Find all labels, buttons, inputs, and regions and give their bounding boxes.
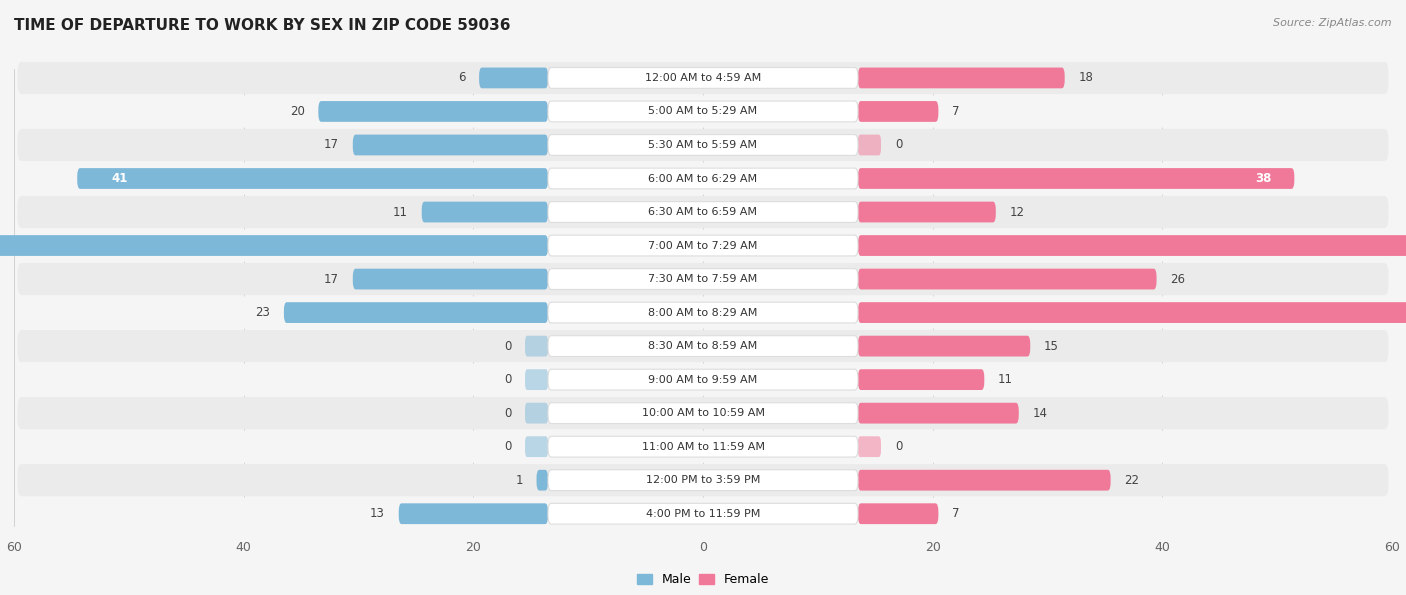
FancyBboxPatch shape [422,202,548,223]
FancyBboxPatch shape [548,168,858,189]
FancyBboxPatch shape [17,497,1389,530]
Text: 6: 6 [458,71,465,84]
Text: 22: 22 [1125,474,1139,487]
FancyBboxPatch shape [858,369,984,390]
Text: 9:00 AM to 9:59 AM: 9:00 AM to 9:59 AM [648,375,758,384]
FancyBboxPatch shape [524,336,548,356]
Text: 17: 17 [323,273,339,286]
Text: Source: ZipAtlas.com: Source: ZipAtlas.com [1274,18,1392,28]
Text: 7:30 AM to 7:59 AM: 7:30 AM to 7:59 AM [648,274,758,284]
Text: 8:00 AM to 8:29 AM: 8:00 AM to 8:29 AM [648,308,758,318]
FancyBboxPatch shape [17,196,1389,228]
Text: 12:00 PM to 3:59 PM: 12:00 PM to 3:59 PM [645,475,761,485]
Text: 4:00 PM to 11:59 PM: 4:00 PM to 11:59 PM [645,509,761,519]
FancyBboxPatch shape [77,168,548,189]
Text: 1: 1 [515,474,523,487]
FancyBboxPatch shape [17,230,1389,262]
Text: 20: 20 [290,105,305,118]
Text: 7:00 AM to 7:29 AM: 7:00 AM to 7:29 AM [648,240,758,250]
FancyBboxPatch shape [858,101,938,122]
Text: 41: 41 [111,172,128,185]
Text: 12: 12 [1010,205,1025,218]
FancyBboxPatch shape [858,68,1064,88]
Text: 14: 14 [1032,406,1047,419]
Text: 0: 0 [503,440,512,453]
FancyBboxPatch shape [858,470,1111,491]
FancyBboxPatch shape [858,202,995,223]
FancyBboxPatch shape [858,269,1157,289]
FancyBboxPatch shape [17,296,1389,328]
FancyBboxPatch shape [17,464,1389,496]
Text: 26: 26 [1170,273,1185,286]
FancyBboxPatch shape [548,403,858,424]
Text: 38: 38 [1256,172,1271,185]
FancyBboxPatch shape [353,269,548,289]
FancyBboxPatch shape [548,101,858,122]
FancyBboxPatch shape [548,336,858,356]
FancyBboxPatch shape [858,235,1406,256]
FancyBboxPatch shape [858,503,938,524]
Text: 6:30 AM to 6:59 AM: 6:30 AM to 6:59 AM [648,207,758,217]
FancyBboxPatch shape [858,168,1295,189]
Text: 17: 17 [323,139,339,152]
FancyBboxPatch shape [17,364,1389,396]
FancyBboxPatch shape [548,235,858,256]
Text: 6:00 AM to 6:29 AM: 6:00 AM to 6:29 AM [648,174,758,183]
FancyBboxPatch shape [548,134,858,155]
Text: 11:00 AM to 11:59 AM: 11:00 AM to 11:59 AM [641,441,765,452]
FancyBboxPatch shape [399,503,548,524]
Text: 7: 7 [952,105,960,118]
FancyBboxPatch shape [17,263,1389,295]
FancyBboxPatch shape [858,302,1406,323]
Text: 11: 11 [392,205,408,218]
FancyBboxPatch shape [548,503,858,524]
FancyBboxPatch shape [17,162,1389,195]
FancyBboxPatch shape [548,302,858,323]
Text: 0: 0 [503,406,512,419]
FancyBboxPatch shape [548,68,858,88]
Text: 7: 7 [952,507,960,520]
Text: 15: 15 [1045,340,1059,353]
FancyBboxPatch shape [858,134,882,155]
FancyBboxPatch shape [17,397,1389,429]
Text: 0: 0 [894,440,903,453]
FancyBboxPatch shape [858,336,1031,356]
Text: 18: 18 [1078,71,1094,84]
FancyBboxPatch shape [353,134,548,155]
FancyBboxPatch shape [318,101,548,122]
Text: 8:30 AM to 8:59 AM: 8:30 AM to 8:59 AM [648,341,758,351]
FancyBboxPatch shape [858,436,882,457]
FancyBboxPatch shape [17,62,1389,94]
Text: 13: 13 [370,507,385,520]
FancyBboxPatch shape [548,369,858,390]
FancyBboxPatch shape [524,403,548,424]
FancyBboxPatch shape [548,470,858,491]
FancyBboxPatch shape [548,269,858,289]
FancyBboxPatch shape [524,369,548,390]
Text: 5:30 AM to 5:59 AM: 5:30 AM to 5:59 AM [648,140,758,150]
Text: 10:00 AM to 10:59 AM: 10:00 AM to 10:59 AM [641,408,765,418]
FancyBboxPatch shape [858,403,1019,424]
FancyBboxPatch shape [548,436,858,457]
Text: 12:00 AM to 4:59 AM: 12:00 AM to 4:59 AM [645,73,761,83]
FancyBboxPatch shape [479,68,548,88]
FancyBboxPatch shape [0,235,548,256]
FancyBboxPatch shape [17,95,1389,127]
Text: 0: 0 [894,139,903,152]
Text: 5:00 AM to 5:29 AM: 5:00 AM to 5:29 AM [648,107,758,117]
Text: 0: 0 [503,373,512,386]
Text: 11: 11 [998,373,1014,386]
Text: 0: 0 [503,340,512,353]
Legend: Male, Female: Male, Female [631,568,775,591]
FancyBboxPatch shape [17,129,1389,161]
FancyBboxPatch shape [17,330,1389,362]
FancyBboxPatch shape [284,302,548,323]
Text: 23: 23 [256,306,270,319]
FancyBboxPatch shape [17,431,1389,463]
Text: TIME OF DEPARTURE TO WORK BY SEX IN ZIP CODE 59036: TIME OF DEPARTURE TO WORK BY SEX IN ZIP … [14,18,510,33]
FancyBboxPatch shape [524,436,548,457]
FancyBboxPatch shape [548,202,858,223]
FancyBboxPatch shape [537,470,548,491]
